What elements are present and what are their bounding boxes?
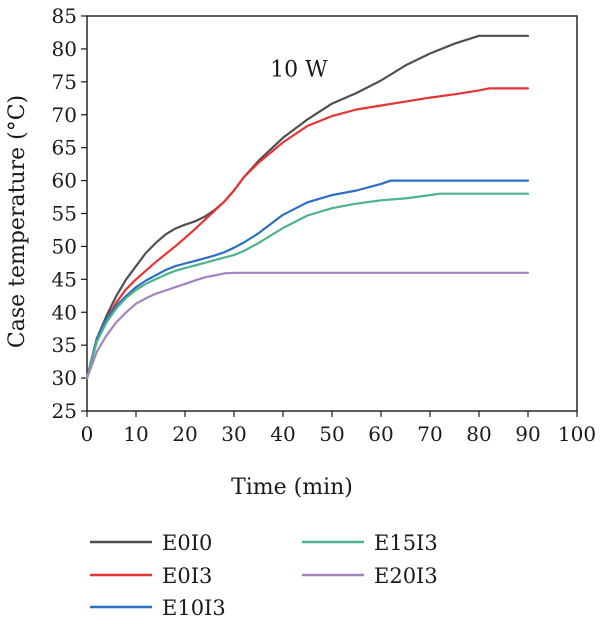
x-tick-label: 30 <box>221 422 246 446</box>
y-tick-label: 55 <box>52 202 77 226</box>
series-line-e20i3 <box>85 271 530 380</box>
y-tick-label: 65 <box>52 136 77 160</box>
x-tick-label: 100 <box>558 422 596 446</box>
y-tick-label: 30 <box>52 366 77 390</box>
y-axis-title: Case temperature (°C) <box>5 95 30 348</box>
y-tick-label: 70 <box>52 103 77 127</box>
y-tick-label: 80 <box>52 37 77 61</box>
y-tick-label: 75 <box>52 70 77 94</box>
legend-label-e20i3: E20I3 <box>374 564 438 588</box>
legend-label-e15i3: E15I3 <box>374 531 438 555</box>
x-tick-label: 40 <box>270 422 295 446</box>
y-tick-label: 40 <box>52 300 77 324</box>
x-tick-label: 10 <box>123 422 148 446</box>
series-line-e10i3 <box>85 179 530 380</box>
legend: E0I0 E0I3 E10I3 E15I3 E20I3 <box>90 531 438 620</box>
y-tick-label: 50 <box>52 234 77 258</box>
series-line-e0i3 <box>85 87 530 380</box>
plot-frame <box>86 15 578 412</box>
y-tick-label: 35 <box>52 333 77 357</box>
y-tick-label: 85 <box>52 4 77 28</box>
x-tick-label: 60 <box>368 422 393 446</box>
x-tick-label: 50 <box>319 422 344 446</box>
series-line-e0i0 <box>85 34 530 380</box>
x-axis-title: Time (min) <box>231 475 353 500</box>
series-line-e15i3 <box>85 192 530 380</box>
x-tick-label: 20 <box>172 422 197 446</box>
x-tick-label: 80 <box>466 422 491 446</box>
legend-label-e0i3: E0I3 <box>162 564 212 588</box>
x-tick-label: 0 <box>81 422 94 446</box>
y-tick-label: 60 <box>52 169 77 193</box>
chart-annotation: 10 W <box>270 58 328 83</box>
x-tick-label: 70 <box>417 422 442 446</box>
y-tick-label: 45 <box>52 267 77 291</box>
legend-label-e0i0: E0I0 <box>162 531 212 555</box>
legend-label-e10i3: E10I3 <box>162 596 226 620</box>
x-tick-label: 90 <box>515 422 540 446</box>
y-tick-label: 25 <box>52 399 77 423</box>
